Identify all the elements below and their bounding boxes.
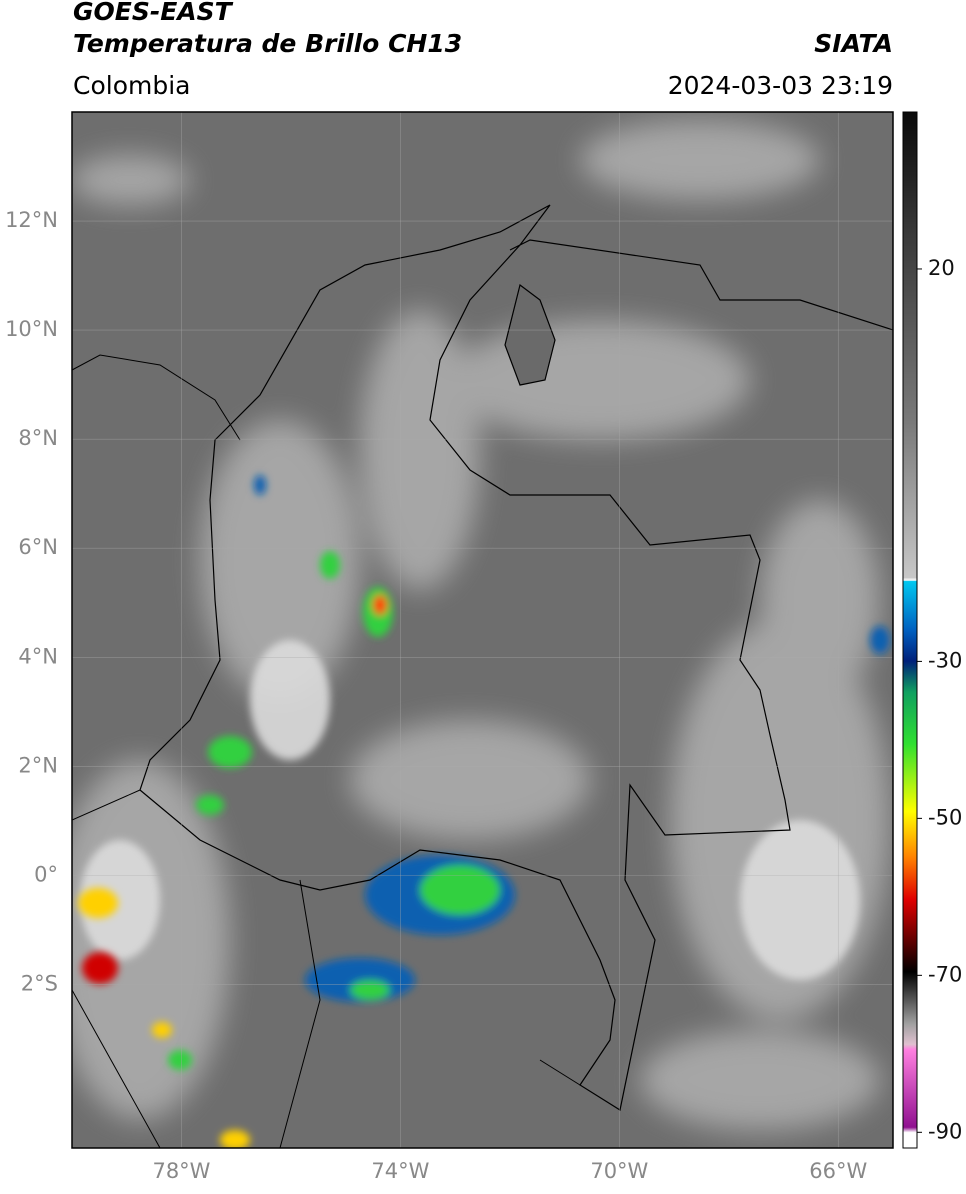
product-title: Temperatura de Brillo CH13 [73,29,462,58]
satellite-image [72,112,893,1148]
lat-tick-label: 2°N [18,753,58,777]
source: SIATA [814,29,893,58]
map-frame [71,111,894,1149]
colorbar-tick-label: -30 [928,648,962,672]
datetime: 2024-03-03 23:19 [668,71,893,100]
lon-tick-label: 66°W [809,1159,867,1183]
lat-tick-label: 6°N [18,535,58,559]
satellite-title: GOES-EAST [73,0,234,26]
colorbar-tick-label: -90 [928,1119,962,1143]
colorbar-tick-label: -70 [928,962,962,986]
lat-tick-label: 10°N [5,317,58,341]
lon-tick-label: 70°W [590,1159,648,1183]
colorbar-tick-label: -50 [928,805,962,829]
lat-tick-label: 2°S [21,971,58,995]
lat-tick-label: 0° [34,862,58,886]
lon-tick-label: 74°W [371,1159,429,1183]
lat-tick-label: 4°N [18,644,58,668]
colorbar [902,111,918,1149]
lon-tick-label: 78°W [152,1159,210,1183]
region: Colombia [73,71,190,100]
colorbar-tick-label: 20 [928,256,955,280]
lat-tick-label: 12°N [5,208,58,232]
lat-tick-label: 8°N [18,426,58,450]
